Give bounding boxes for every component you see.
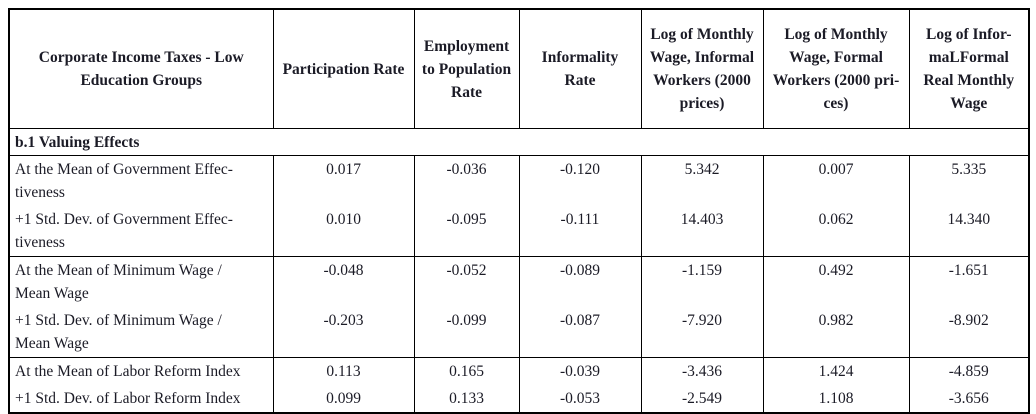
- value-cell: -3.436: [640, 357, 764, 385]
- header-row: Corporate Income Taxes - Low Education G…: [8, 9, 1030, 129]
- table-row: At the Mean of Minimum Wage / Mean Wage …: [8, 256, 1030, 307]
- section-header-row: b.1 Valuing Effects: [9, 128, 1029, 156]
- value-cell: 1.424: [762, 357, 910, 385]
- value-cell: -0.087: [518, 307, 642, 358]
- value-cell: 0.010: [272, 206, 415, 257]
- value-cell: -0.111: [518, 206, 642, 257]
- value-cell: 0.007: [762, 155, 910, 206]
- value-cell: 14.340: [908, 206, 1030, 257]
- value-cell: 5.335: [908, 155, 1030, 206]
- value-cell: 0.099: [272, 385, 415, 413]
- column-header-title: Corporate Income Taxes - Low Education G…: [8, 9, 274, 129]
- value-cell: -0.095: [413, 206, 520, 257]
- value-cell: -8.902: [908, 307, 1030, 358]
- value-cell: -0.099: [413, 307, 520, 358]
- value-cell: 0.062: [762, 206, 910, 257]
- value-cell: -0.203: [272, 307, 415, 358]
- table-row: +1 Std. Dev. of Labor Reform Index 0.099…: [8, 385, 1030, 413]
- row-label: +1 Std. Dev. of Labor Reform Index: [8, 385, 274, 413]
- value-cell: 0.165: [413, 357, 520, 385]
- table-row: +1 Std. Dev. of Government Effec- tivene…: [8, 206, 1030, 257]
- value-cell: 1.108: [762, 385, 910, 413]
- column-header-employment-to-population-rate: Employment to Population Rate: [413, 9, 520, 129]
- value-cell: -4.859: [908, 357, 1030, 385]
- value-cell: -0.053: [518, 385, 642, 413]
- row-label: At the Mean of Government Effec- tivenes…: [8, 155, 274, 206]
- value-cell: -3.656: [908, 385, 1030, 413]
- value-cell: 0.133: [413, 385, 520, 413]
- column-header-participation-rate: Participation Rate: [272, 9, 415, 129]
- value-cell: -0.048: [272, 256, 415, 307]
- results-table-container: Corporate Income Taxes - Low Education G…: [8, 8, 1030, 414]
- value-cell: -2.549: [640, 385, 764, 413]
- value-cell: 5.342: [640, 155, 764, 206]
- section-title: b.1 Valuing Effects: [9, 128, 1029, 156]
- table-row: +1 Std. Dev. of Minimum Wage / Mean Wage…: [8, 307, 1030, 358]
- value-cell: -0.120: [518, 155, 642, 206]
- value-cell: 0.113: [272, 357, 415, 385]
- row-label: +1 Std. Dev. of Minimum Wage / Mean Wage: [8, 307, 274, 358]
- value-cell: -7.920: [640, 307, 764, 358]
- value-cell: -1.651: [908, 256, 1030, 307]
- value-cell: -1.159: [640, 256, 764, 307]
- column-header-informality-rate: Informality Rate: [518, 9, 642, 129]
- table-row: At the Mean of Labor Reform Index 0.113 …: [8, 357, 1030, 385]
- column-header-log-informal-formal-wage: Log of Infor- maLFormal Real Monthly Wag…: [908, 9, 1030, 129]
- row-label: +1 Std. Dev. of Government Effec- tivene…: [8, 206, 274, 257]
- table-row: At the Mean of Government Effec- tivenes…: [8, 155, 1030, 206]
- value-cell: -0.089: [518, 256, 642, 307]
- value-cell: 0.017: [272, 155, 415, 206]
- value-cell: -0.036: [413, 155, 520, 206]
- value-cell: 14.403: [640, 206, 764, 257]
- value-cell: -0.039: [518, 357, 642, 385]
- column-header-log-wage-informal: Log of Monthly Wage, Informal Workers (2…: [640, 9, 764, 129]
- row-label: At the Mean of Minimum Wage / Mean Wage: [8, 256, 274, 307]
- results-table: Corporate Income Taxes - Low Education G…: [8, 8, 1030, 414]
- value-cell: -0.052: [413, 256, 520, 307]
- value-cell: 0.492: [762, 256, 910, 307]
- column-header-log-wage-formal: Log of Monthly Wage, Formal Workers (200…: [762, 9, 910, 129]
- row-label: At the Mean of Labor Reform Index: [8, 357, 274, 385]
- value-cell: 0.982: [762, 307, 910, 358]
